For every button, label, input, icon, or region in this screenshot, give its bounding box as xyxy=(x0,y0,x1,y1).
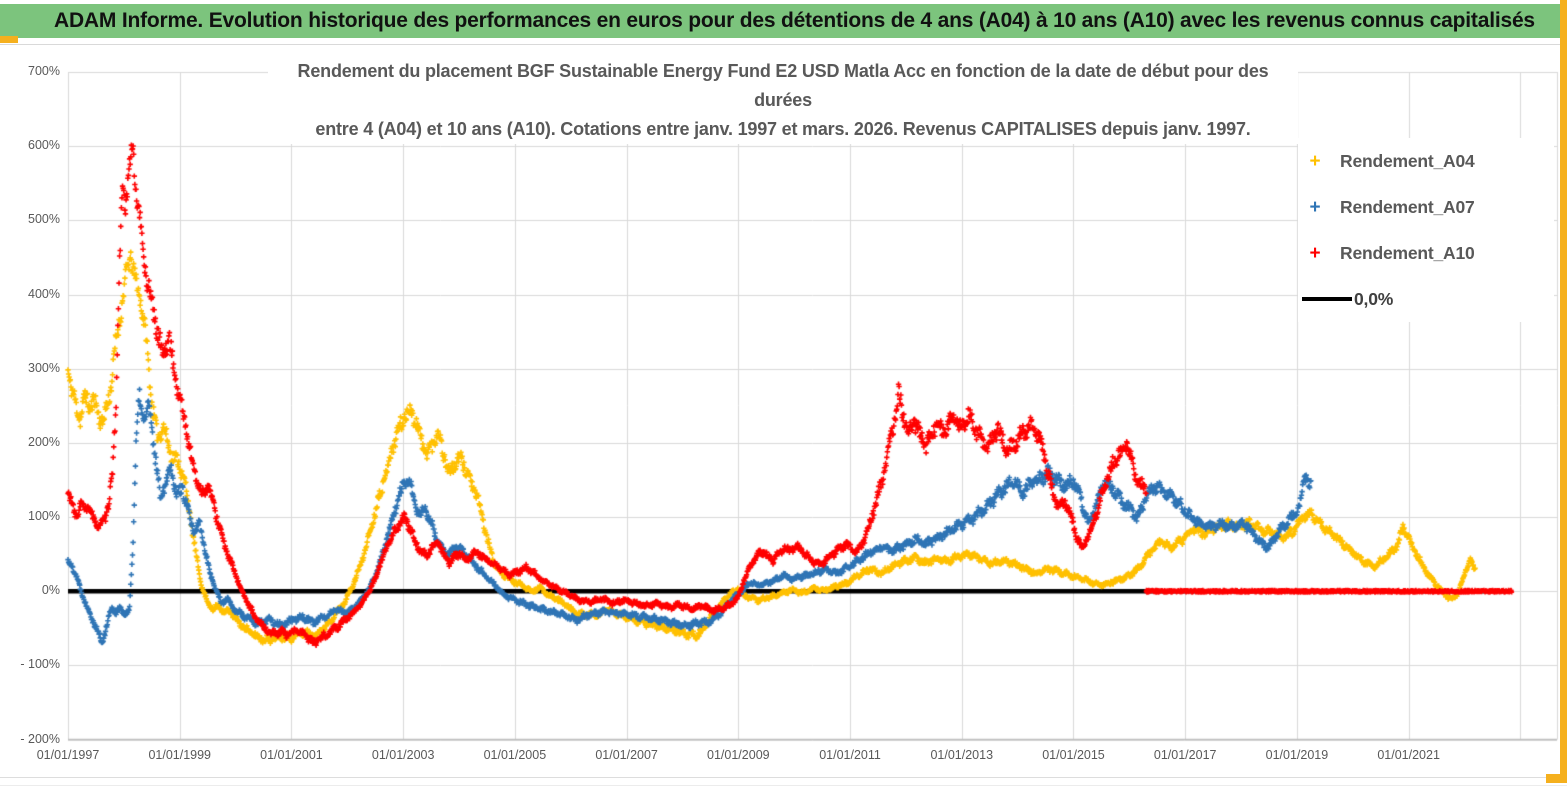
x-tick-label: 01/01/2013 xyxy=(930,748,994,762)
x-tick-label: 01/01/2021 xyxy=(1377,748,1440,762)
x-tick-label: 01/01/1997 xyxy=(36,748,100,762)
chart-bottom-border xyxy=(0,777,1567,778)
report-header-bar: ADAM Informe. Evolution historique des p… xyxy=(0,4,1560,38)
y-tick-label: 0% xyxy=(41,583,60,598)
zero-line-sample xyxy=(1302,297,1352,301)
legend-item: + Rendement_A10 xyxy=(1298,230,1554,276)
y-tick-label: 700% xyxy=(28,64,60,79)
page-bottom-border xyxy=(0,785,1567,786)
gold-border-left-notch xyxy=(0,36,18,43)
x-tick-label: 01/01/2007 xyxy=(595,748,658,762)
chart-title: Rendement du placement BGF Sustainable E… xyxy=(268,57,1298,144)
y-tick-label: 100% xyxy=(28,509,60,524)
legend-label: Rendement_A10 xyxy=(1340,242,1475,263)
x-tick-label: 01/01/2001 xyxy=(260,748,323,762)
legend-label: 0,0% xyxy=(1354,288,1394,309)
legend-item: + Rendement_A07 xyxy=(1298,184,1554,230)
chart-title-line1: Rendement du placement BGF Sustainable E… xyxy=(297,61,1269,110)
y-tick-label: 400% xyxy=(28,286,60,301)
chart-legend: + Rendement_A04 + Rendement_A07 + Rendement_A… xyxy=(1298,138,1554,322)
legend-item: 0,0% xyxy=(1298,276,1554,322)
y-tick-label: - 100% xyxy=(20,657,60,672)
x-tick-label: 01/01/2019 xyxy=(1265,748,1329,762)
y-tick-label: 200% xyxy=(28,434,60,449)
header-divider xyxy=(0,44,1567,45)
report-title: ADAM Informe. Evolution historique des p… xyxy=(54,9,1535,32)
legend-label: Rendement_A07 xyxy=(1340,196,1475,217)
x-tick-label: 01/01/2009 xyxy=(707,748,770,762)
legend-item: + Rendement_A04 xyxy=(1298,138,1554,184)
x-tick-label: 01/01/1999 xyxy=(148,748,211,762)
plus-marker-icon: + xyxy=(1309,196,1321,218)
y-tick-label: - 200% xyxy=(20,731,60,746)
y-tick-label: 500% xyxy=(28,212,60,227)
plus-marker-icon: + xyxy=(1309,242,1321,264)
x-tick-label: 01/01/2003 xyxy=(371,748,435,762)
chart-title-line2: entre 4 (A04) et 10 ans (A10). Cotations… xyxy=(315,119,1251,139)
y-tick-label: 600% xyxy=(28,138,60,153)
legend-label: Rendement_A04 xyxy=(1340,150,1475,171)
y-tick-label: 300% xyxy=(28,360,60,375)
plus-marker-icon: + xyxy=(1309,150,1321,172)
x-tick-label: 01/01/2017 xyxy=(1153,748,1217,762)
gold-border-corner xyxy=(1546,774,1567,783)
x-tick-label: 01/01/2011 xyxy=(819,748,881,762)
x-tick-label: 01/01/2005 xyxy=(483,748,547,762)
gold-border-right xyxy=(1560,0,1567,783)
x-tick-label: 01/01/2015 xyxy=(1042,748,1105,762)
